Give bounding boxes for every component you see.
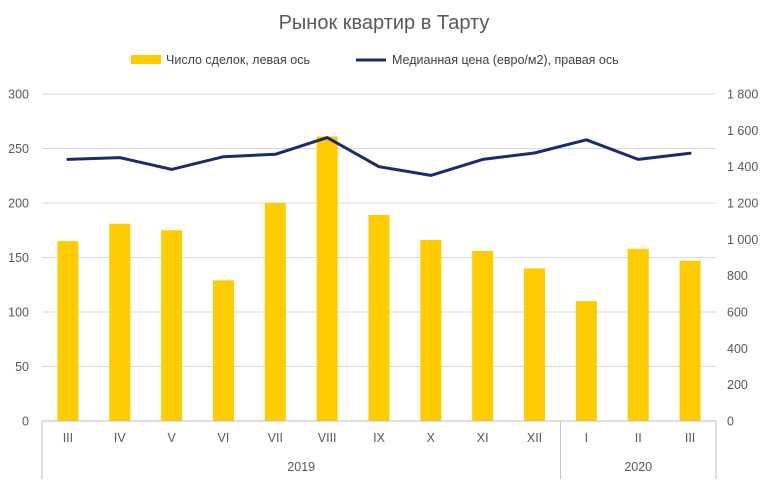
chart-title: Рынок квартир в Тарту [279, 12, 490, 34]
bar [316, 136, 338, 421]
right-tick-label: 200 [727, 378, 748, 392]
left-tick-label: 100 [8, 306, 29, 320]
bar [627, 248, 649, 421]
x-tick-label: V [167, 431, 176, 445]
x-tick-label: IX [373, 431, 385, 445]
left-tick-label: 0 [22, 415, 29, 429]
bar [212, 280, 234, 421]
x-tick-label: VII [268, 431, 283, 445]
right-tick-label: 1 600 [727, 124, 758, 138]
left-tick-label: 50 [15, 360, 29, 374]
right-tick-label: 1 200 [727, 197, 758, 211]
bar [161, 230, 183, 421]
group-label: 2020 [624, 460, 652, 474]
legend-bar-swatch [131, 55, 161, 64]
bar [57, 241, 79, 421]
left-tick-label: 300 [8, 88, 29, 102]
x-tick-label: II [635, 431, 642, 445]
right-tick-label: 0 [727, 415, 734, 429]
line-series [66, 136, 692, 177]
right-tick-label: 1 800 [727, 88, 758, 102]
legend-label-price: Медианная цена (евро/м2), правая ось [392, 53, 619, 67]
bar [472, 250, 494, 421]
price-line [66, 136, 692, 177]
right-axis-ticks: 0 200 400 600 800 1 000 1 200 1 400 1 600 1 800 [727, 88, 758, 429]
bar [575, 301, 597, 421]
left-tick-label: 200 [8, 197, 29, 211]
bar-series [57, 136, 701, 421]
x-tick-label: III [685, 431, 695, 445]
bar [368, 214, 390, 421]
right-tick-label: 400 [727, 342, 748, 356]
right-tick-label: 800 [727, 269, 748, 283]
bar [524, 268, 546, 421]
x-tick-label: XI [477, 431, 489, 445]
x-tick-label: XII [527, 431, 542, 445]
right-tick-label: 1 400 [727, 160, 758, 174]
left-tick-label: 150 [8, 251, 29, 265]
bar [264, 203, 286, 421]
bar [420, 240, 442, 421]
legend-label-deals: Число сделок, левая ось [166, 53, 310, 67]
legend: Число сделок, левая ось Медианная цена (… [131, 53, 619, 67]
left-tick-label: 250 [8, 142, 29, 156]
x-tick-label: III [63, 431, 73, 445]
x-tick-label: I [585, 431, 588, 445]
left-axis-ticks: 0 50 100 150 200 250 300 [8, 88, 29, 429]
x-tick-label: IV [114, 431, 126, 445]
group-label: 2019 [287, 460, 315, 474]
bar [679, 260, 701, 421]
right-tick-label: 1 000 [727, 233, 758, 247]
bar [109, 223, 131, 421]
x-tick-label: VI [218, 431, 230, 445]
x-tick-label: VIII [318, 431, 337, 445]
right-tick-label: 600 [727, 306, 748, 320]
x-tick-label: X [427, 431, 436, 445]
